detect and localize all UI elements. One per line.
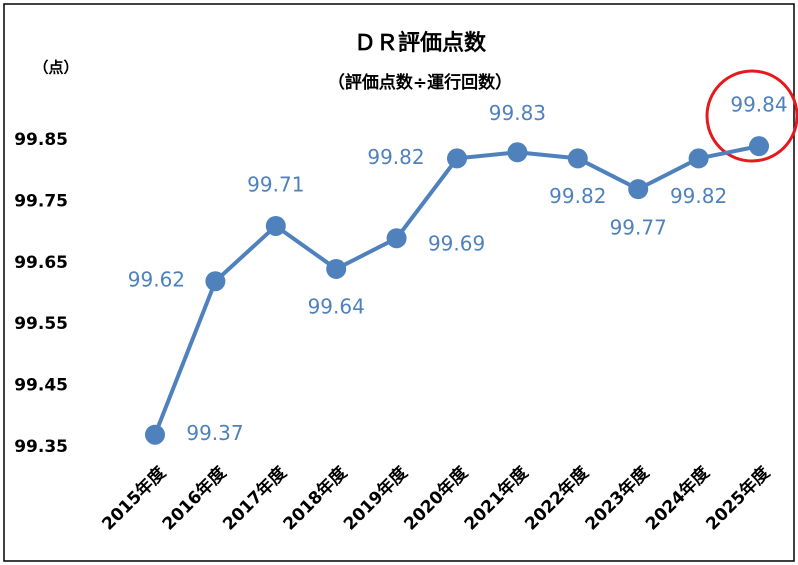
chart-subtitle: （評価点数÷運行回数） bbox=[328, 72, 512, 93]
y-tick-label: 99.55 bbox=[14, 314, 68, 334]
data-point bbox=[265, 215, 286, 236]
data-label: 99.83 bbox=[489, 101, 546, 125]
data-label: 99.64 bbox=[308, 294, 365, 318]
data-label: 99.62 bbox=[128, 268, 185, 292]
chart-title: ＤＲ評価点数 bbox=[354, 30, 487, 56]
y-tick-label: 99.75 bbox=[14, 191, 68, 211]
data-point bbox=[688, 148, 709, 169]
y-tick-label: 99.65 bbox=[14, 253, 68, 273]
data-label: 99.84 bbox=[730, 93, 787, 117]
data-label: 99.77 bbox=[610, 216, 667, 240]
data-point bbox=[326, 258, 347, 279]
y-axis-label: （点） bbox=[33, 59, 78, 77]
data-label: 99.82 bbox=[367, 145, 424, 169]
data-label: 99.37 bbox=[186, 421, 243, 445]
data-point bbox=[749, 136, 769, 157]
y-tick-label: 99.85 bbox=[14, 130, 68, 150]
data-label: 99.82 bbox=[549, 184, 606, 208]
data-point bbox=[567, 148, 588, 169]
highlight-circle bbox=[705, 69, 798, 163]
data-point bbox=[145, 424, 165, 445]
data-point bbox=[386, 228, 407, 249]
y-tick-label: 99.45 bbox=[14, 376, 68, 396]
y-tick-label: 99.35 bbox=[14, 437, 68, 457]
data-label: 99.71 bbox=[247, 172, 304, 196]
data-label: 99.69 bbox=[428, 232, 485, 256]
data-point bbox=[447, 148, 467, 169]
chart-frame bbox=[3, 3, 795, 562]
data-point bbox=[507, 142, 528, 163]
data-point bbox=[205, 271, 226, 292]
data-point bbox=[628, 179, 649, 200]
data-label: 99.82 bbox=[670, 184, 727, 208]
